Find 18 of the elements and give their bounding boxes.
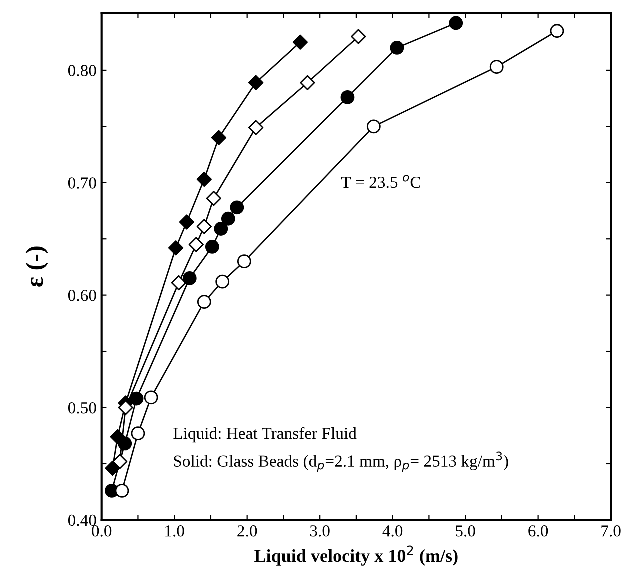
y-tick-label: 0.40 <box>68 514 96 526</box>
x-tick-label: 2.0 <box>238 526 258 537</box>
x-tick-label: 7.0 <box>602 526 621 537</box>
y-tick-label: 0.80 <box>68 65 96 76</box>
x-tick-label: 3.0 <box>310 526 330 537</box>
annotation: Solid: Glass Beads (d$_{p}$=2.1 mm, ρ$_{p}$= 2513 kg/m$^{3}$) <box>174 452 508 472</box>
annotation: Liquid: Heat Transfer Fluid <box>174 427 357 443</box>
y-tick-label: 0.50 <box>68 402 96 414</box>
y-tick-label: 0.70 <box>68 178 96 189</box>
x-tick-label: 4.0 <box>382 526 403 537</box>
x-tick-label: 0.0 <box>92 526 112 537</box>
y-axis-title: ε (-) <box>26 246 48 287</box>
x-tick-label: 1.0 <box>166 526 184 537</box>
x-tick-label: 5.0 <box>456 526 476 537</box>
annotation: T = 23.5 $^{o}$C <box>341 175 420 188</box>
y-tick-label: 0.60 <box>68 290 96 302</box>
x-tick-label: 6.0 <box>528 526 548 537</box>
x-axis-title: Liquid velocity x 10$^{2}$ (m/s) <box>254 546 458 566</box>
